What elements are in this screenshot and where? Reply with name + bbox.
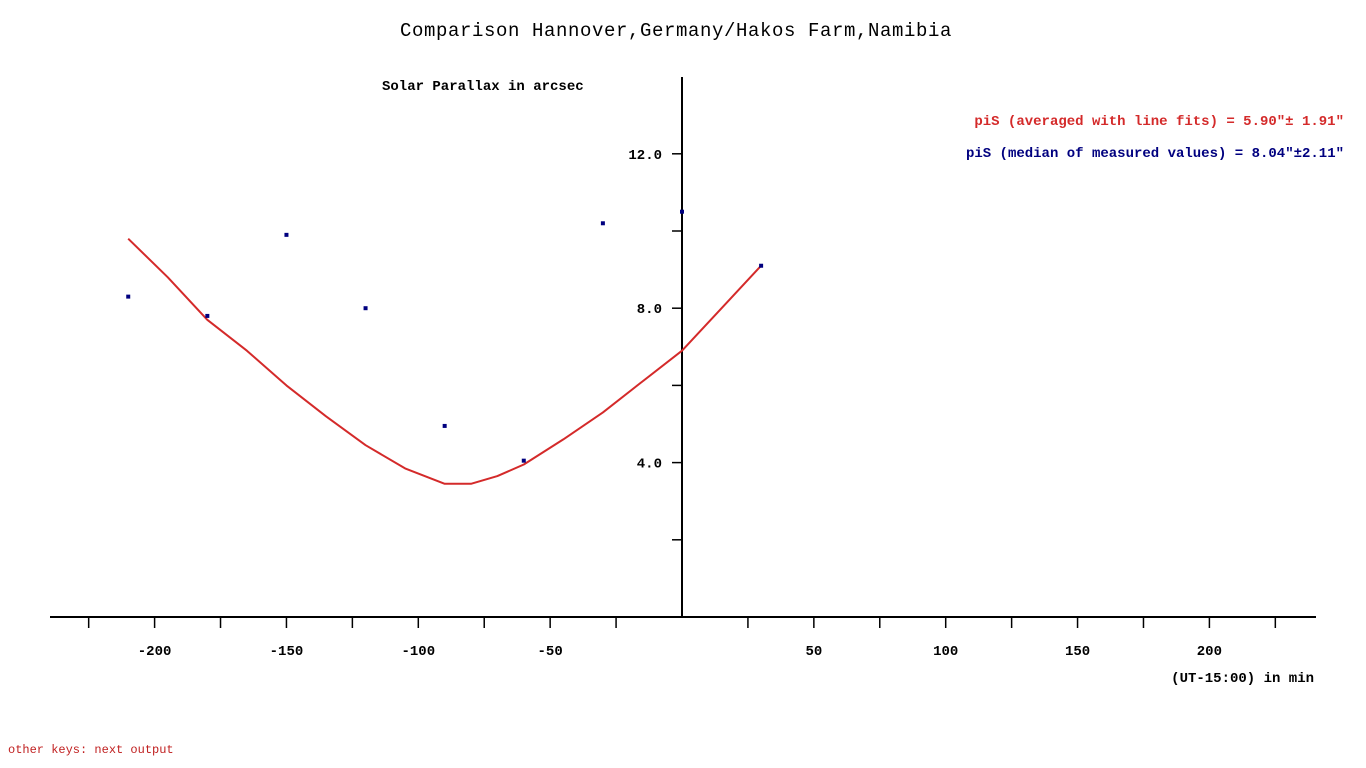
chart-title: Comparison Hannover,Germany/Hakos Farm,N…	[400, 20, 952, 42]
data-point	[680, 209, 684, 214]
x-axis-label: (UT-15:00) in min	[1171, 671, 1314, 687]
data-point	[284, 232, 289, 237]
fit-curve	[127, 237, 762, 485]
x-tick-label: 150	[1065, 644, 1090, 660]
data-point	[205, 313, 210, 318]
legend-averaged-fit: piS (averaged with line fits) = 5.90"± 1…	[974, 114, 1344, 130]
x-tick-label: 50	[805, 644, 822, 660]
x-tick-label: -50	[538, 644, 563, 660]
legend-median-measured: piS (median of measured values) = 8.04"±…	[966, 146, 1344, 162]
axes: -200 -150 -100 -50 50 100 150 200 12.0 8.0 4.0	[50, 77, 1316, 660]
data-point	[442, 423, 447, 428]
data-point	[600, 221, 605, 226]
x-tick-label: 200	[1197, 644, 1222, 660]
x-tick-label: -200	[138, 644, 172, 660]
data-point	[521, 458, 526, 463]
x-tick-label: 100	[933, 644, 958, 660]
fit-line-group	[127, 237, 762, 485]
y-tick-label: 12.0	[628, 148, 662, 164]
y-axis-label: Solar Parallax in arcsec	[382, 79, 584, 95]
data-point	[759, 263, 764, 268]
y-tick-label: 8.0	[637, 302, 662, 318]
data-points-group	[126, 209, 764, 463]
footer-hint: other keys: next output	[8, 743, 174, 757]
x-tick-label: -150	[270, 644, 304, 660]
data-point	[363, 306, 368, 311]
x-tick-label: -100	[401, 644, 435, 660]
data-point	[126, 294, 131, 299]
y-tick-label: 4.0	[637, 457, 662, 473]
